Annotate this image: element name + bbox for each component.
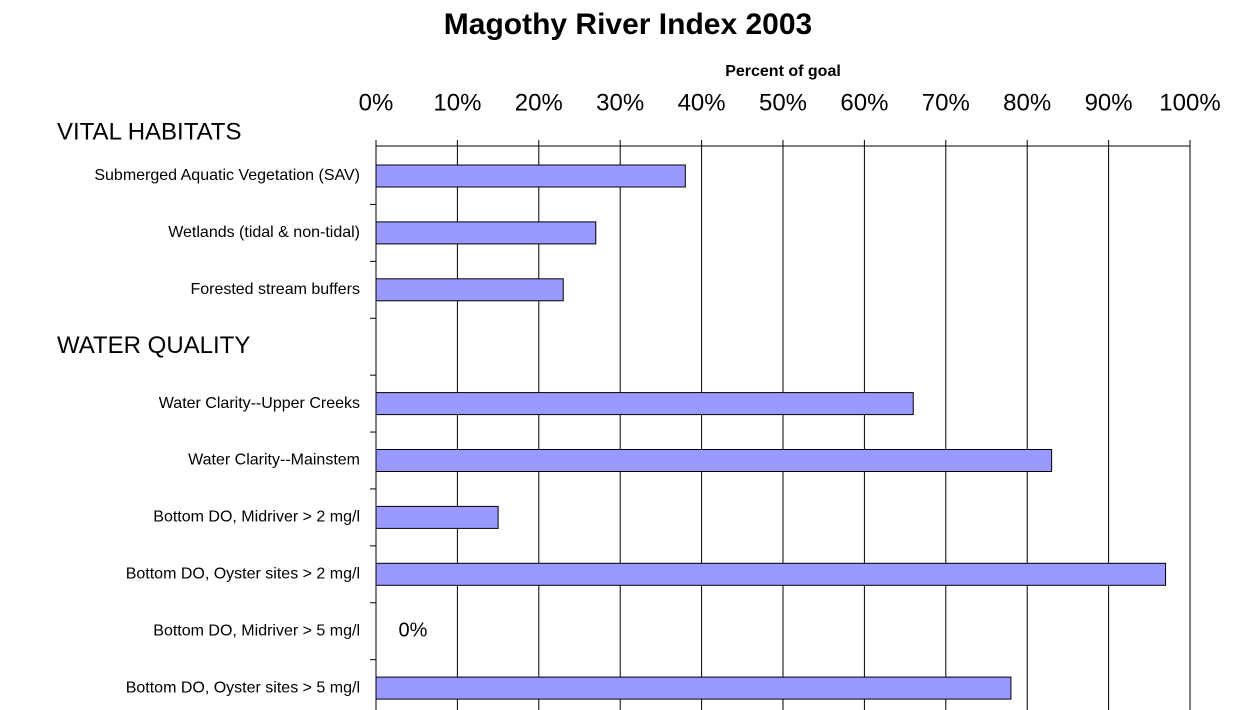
bar (375, 278, 564, 302)
x-tick-label: 80% (1003, 89, 1051, 116)
y-tick-label: Bottom DO, Oyster sites > 2 mg/l (126, 566, 360, 583)
section-label: WATER QUALITY (57, 332, 250, 359)
x-tick-label: 90% (1085, 89, 1133, 116)
x-tick-label: 0% (359, 89, 394, 116)
bar (375, 562, 1167, 586)
x-tick-label: 60% (840, 89, 888, 116)
bar (375, 164, 686, 188)
x-tick-label: 40% (678, 89, 726, 116)
x-tick-label: 30% (596, 89, 644, 116)
chart-title: Magothy River Index 2003 (444, 8, 812, 41)
y-tick-label: Water Clarity--Upper Creeks (159, 395, 360, 412)
y-tick-label: Forested stream buffers (190, 281, 360, 298)
y-tick-label: Bottom DO, Midriver > 5 mg/l (153, 622, 360, 639)
x-tick-label: 10% (433, 89, 481, 116)
x-tick-label: 70% (922, 89, 970, 116)
bar (375, 449, 1053, 472)
bar (375, 676, 1012, 700)
section-label: VITAL HABITATS (57, 118, 241, 145)
y-tick-label: Submerged Aquatic Vegetation (SAV) (94, 167, 360, 184)
bar (375, 221, 597, 245)
x-tick-label: 50% (759, 89, 807, 116)
bar (375, 392, 914, 416)
bar (375, 505, 499, 529)
value-label: 0% (399, 619, 428, 641)
x-axis-label: Percent of goal (725, 63, 841, 80)
y-tick-label: Water Clarity--Mainstem (188, 452, 360, 469)
y-tick-label: Bottom DO, Midriver > 2 mg/l (153, 509, 360, 526)
y-tick-label: Wetlands (tidal & non-tidal) (168, 224, 360, 241)
x-tick-label: 100% (1159, 89, 1220, 116)
y-tick-label: Bottom DO, Oyster sites > 5 mg/l (126, 679, 360, 696)
x-tick-label: 20% (515, 89, 563, 116)
